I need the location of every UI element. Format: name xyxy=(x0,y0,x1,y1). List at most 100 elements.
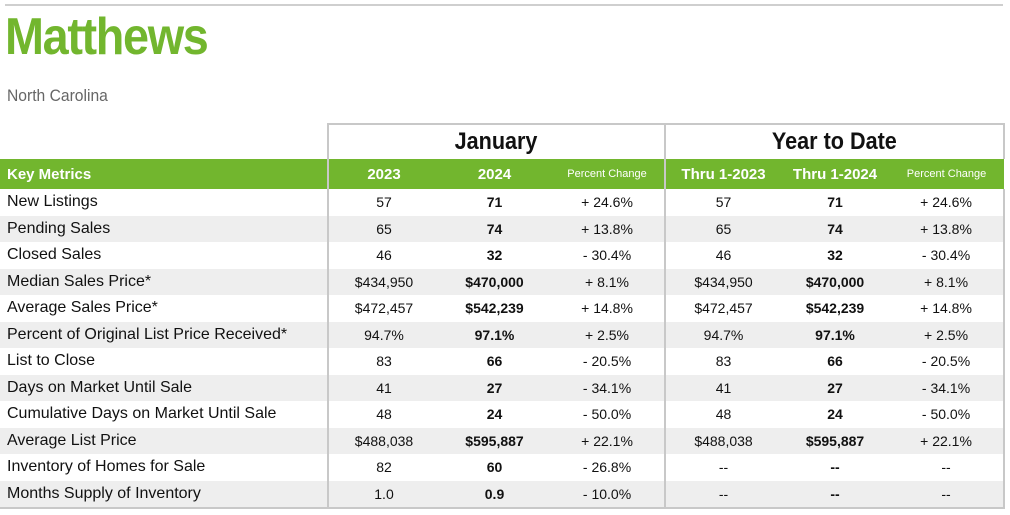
ytd-percent-change: + 2.5% xyxy=(889,321,1006,348)
ytd-percent-change: + 24.6% xyxy=(889,189,1006,216)
ytd-percent-change: - 20.5% xyxy=(889,348,1006,375)
metrics-body: New Listings 57 71 + 24.6% 57 71 + 24.6% Pendin… xyxy=(0,189,1006,509)
value-thru-1-2023: 94.7% xyxy=(664,321,782,348)
metric-label: Pending Sales xyxy=(0,215,328,242)
value-thru-1-2024: -- xyxy=(830,459,840,476)
month-percent-change: - 30.4% xyxy=(582,247,632,264)
month-percent-change: - 20.5% xyxy=(582,353,632,370)
col-2024: 2024 xyxy=(439,159,550,189)
month-percent-change: - 34.1% xyxy=(550,374,666,401)
value-thru-1-2023: $472,457 xyxy=(664,295,782,322)
value-thru-1-2023: -- xyxy=(664,480,782,509)
month-percent-change: - 26.8% xyxy=(582,459,632,476)
ytd-percent-change: - 30.4% xyxy=(889,242,1006,269)
value-2023: 65 xyxy=(327,215,439,242)
value-thru-1-2024: 97.1% xyxy=(781,321,890,348)
month-percent-change: - 50.0% xyxy=(582,406,632,423)
metric-label: Average Sales Price* xyxy=(7,299,158,317)
month-percent-change: - 10.0% xyxy=(550,480,666,509)
value-2023: $488,038 xyxy=(327,427,439,454)
page-subtitle: North Carolina xyxy=(7,86,108,105)
metric-label: Median Sales Price* xyxy=(0,268,328,295)
value-2023: 94.7% xyxy=(327,321,439,348)
value-2023: 83 xyxy=(327,348,439,375)
group-header-row: January Year to Date xyxy=(0,123,1006,159)
value-2023: 46 xyxy=(327,242,439,269)
table-row: Pending Sales 65 74 + 13.8% 65 74 + 13.8% xyxy=(0,215,1006,242)
value-thru-1-2023: 65 xyxy=(664,215,782,242)
ytd-percent-change: + 22.1% xyxy=(889,427,1006,454)
col-thru-1-2024: Thru 1-2024 xyxy=(781,159,890,189)
ytd-percent-change: + 8.1% xyxy=(889,268,1006,295)
col-ytd-percent-change: Percent Change xyxy=(889,159,1005,189)
table-row: List to Close 83 66 - 20.5% 83 66 - 20.5% xyxy=(0,348,1006,375)
table-row: Months Supply of Inventory 1.0 0.9- 10.0% -… xyxy=(0,480,1006,509)
key-metrics-table: January Year to Date Key Metrics 2023 20… xyxy=(0,123,1006,509)
value-2024: 71 xyxy=(486,194,503,211)
table-row: Days on Market Until Sale 41 27- 34.1% 41 27… xyxy=(0,374,1006,401)
value-2023: 48 xyxy=(327,401,439,428)
column-header-row: Key Metrics 2023 2024 Percent Change Thr… xyxy=(0,159,1005,189)
ytd-percent-change: -- xyxy=(889,480,1006,509)
value-thru-1-2023: 41 xyxy=(664,374,782,401)
month-percent-change: + 2.5% xyxy=(550,321,666,348)
ytd-percent-change: + 14.8% xyxy=(889,295,1006,322)
metric-label: Inventory of Homes for Sale xyxy=(7,458,206,476)
group-spacer xyxy=(0,124,328,159)
metric-label: Closed Sales xyxy=(7,246,102,264)
metric-label: Months Supply of Inventory xyxy=(0,480,328,509)
value-2024: $595,887 xyxy=(439,427,550,454)
metric-label: New Listings xyxy=(7,193,98,211)
value-2023: 57 xyxy=(327,189,439,216)
table-row: New Listings 57 71 + 24.6% 57 71 + 24.6% xyxy=(0,189,1006,216)
value-2023: $434,950 xyxy=(327,268,439,295)
metric-label: Days on Market Until Sale xyxy=(0,374,328,401)
month-percent-change: + 22.1% xyxy=(550,427,666,454)
value-thru-1-2024: 27 xyxy=(781,374,890,401)
table-row: Average Sales Price* $472,457 $542,239 + 14… xyxy=(0,295,1006,322)
value-thru-1-2024: 66 xyxy=(827,353,843,370)
value-thru-1-2024: 71 xyxy=(827,194,843,211)
table-row: Closed Sales 46 32 - 30.4% 46 32 - 30.4% xyxy=(0,242,1006,269)
group-year-to-date: Year to Date xyxy=(664,123,1006,159)
value-thru-1-2024: 74 xyxy=(781,215,890,242)
value-thru-1-2023: 46 xyxy=(664,242,782,269)
value-2024: 32 xyxy=(486,247,503,264)
metric-label: Average List Price xyxy=(0,427,328,454)
month-percent-change: + 13.8% xyxy=(550,215,666,242)
value-thru-1-2023: 83 xyxy=(664,348,782,375)
value-thru-1-2023: $434,950 xyxy=(664,268,782,295)
top-rule xyxy=(5,4,1003,6)
month-percent-change: + 24.6% xyxy=(581,194,633,211)
metric-label: Percent of Original List Price Received* xyxy=(0,321,328,348)
value-2024: $470,000 xyxy=(439,268,550,295)
value-2024: 97.1% xyxy=(439,321,550,348)
metric-label: Cumulative Days on Market Until Sale xyxy=(7,405,277,423)
value-2024: $542,239 xyxy=(465,300,524,317)
ytd-percent-change: - 34.1% xyxy=(889,374,1006,401)
value-thru-1-2023: $488,038 xyxy=(664,427,782,454)
ytd-percent-change: -- xyxy=(889,454,1006,481)
col-key-metrics: Key Metrics xyxy=(0,159,328,189)
page-title: Matthews xyxy=(5,8,209,66)
ytd-percent-change: + 13.8% xyxy=(889,215,1006,242)
value-thru-1-2023: 48 xyxy=(664,401,782,428)
metric-label: List to Close xyxy=(7,352,96,370)
value-2023: $472,457 xyxy=(327,295,439,322)
value-thru-1-2023: -- xyxy=(664,454,782,481)
value-2024: 27 xyxy=(439,374,550,401)
value-2023: 1.0 xyxy=(327,480,439,509)
value-2024: 74 xyxy=(439,215,550,242)
value-2023: 82 xyxy=(327,454,439,481)
table-row: Average List Price $488,038 $595,887 + 22.1… xyxy=(0,427,1006,454)
month-percent-change: + 8.1% xyxy=(550,268,666,295)
value-thru-1-2023: 57 xyxy=(664,189,782,216)
value-2024: 24 xyxy=(486,406,503,423)
month-percent-change: + 14.8% xyxy=(581,300,633,317)
value-thru-1-2024: -- xyxy=(781,480,890,509)
ytd-percent-change: - 50.0% xyxy=(889,401,1006,428)
value-thru-1-2024: 24 xyxy=(827,406,843,423)
table-row: Median Sales Price* $434,950 $470,000 + 8.1… xyxy=(0,268,1006,295)
value-thru-1-2024: $542,239 xyxy=(805,300,865,317)
col-thru-1-2023: Thru 1-2023 xyxy=(664,159,782,189)
